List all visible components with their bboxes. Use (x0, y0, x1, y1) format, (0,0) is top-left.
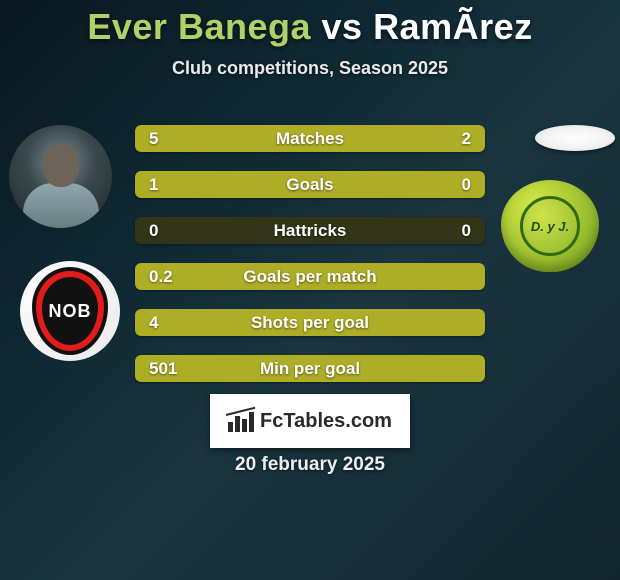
comparison-title: Ever Banega vs RamÃ­rez (0, 0, 620, 48)
player1-name: Ever Banega (87, 6, 311, 47)
player2-name: RamÃ­rez (373, 6, 533, 47)
club1-badge: NOB (20, 261, 120, 361)
stat-bars: 5Matches21Goals00Hattricks00.2Goals per … (135, 125, 485, 401)
stat-row: 0.2Goals per match (135, 263, 485, 290)
stat-label: Matches (135, 125, 485, 152)
club2-text: D. y J. (520, 196, 580, 256)
brand-text: FcTables.com (260, 410, 392, 433)
stat-value-player2: 0 (462, 217, 471, 244)
stat-row: 4Shots per goal (135, 309, 485, 336)
stat-label: Goals per match (135, 263, 485, 290)
stat-row: 1Goals0 (135, 171, 485, 198)
stat-label: Goals (135, 171, 485, 198)
stat-row: 0Hattricks0 (135, 217, 485, 244)
club2-badge: D. y J. (501, 180, 599, 272)
brand-chart-icon (228, 410, 254, 432)
player1-avatar (9, 125, 112, 228)
stat-value-player2: 0 (462, 171, 471, 198)
player2-avatar-placeholder (535, 125, 615, 151)
vs-text: vs (322, 6, 363, 47)
stat-value-player2: 2 (462, 125, 471, 152)
subtitle: Club competitions, Season 2025 (0, 58, 620, 79)
stat-label: Min per goal (135, 355, 485, 382)
stat-label: Hattricks (135, 217, 485, 244)
club1-text: NOB (49, 301, 92, 322)
stat-label: Shots per goal (135, 309, 485, 336)
brand-badge: FcTables.com (210, 394, 410, 448)
date-text: 20 february 2025 (0, 454, 620, 476)
stat-row: 501Min per goal (135, 355, 485, 382)
stat-row: 5Matches2 (135, 125, 485, 152)
